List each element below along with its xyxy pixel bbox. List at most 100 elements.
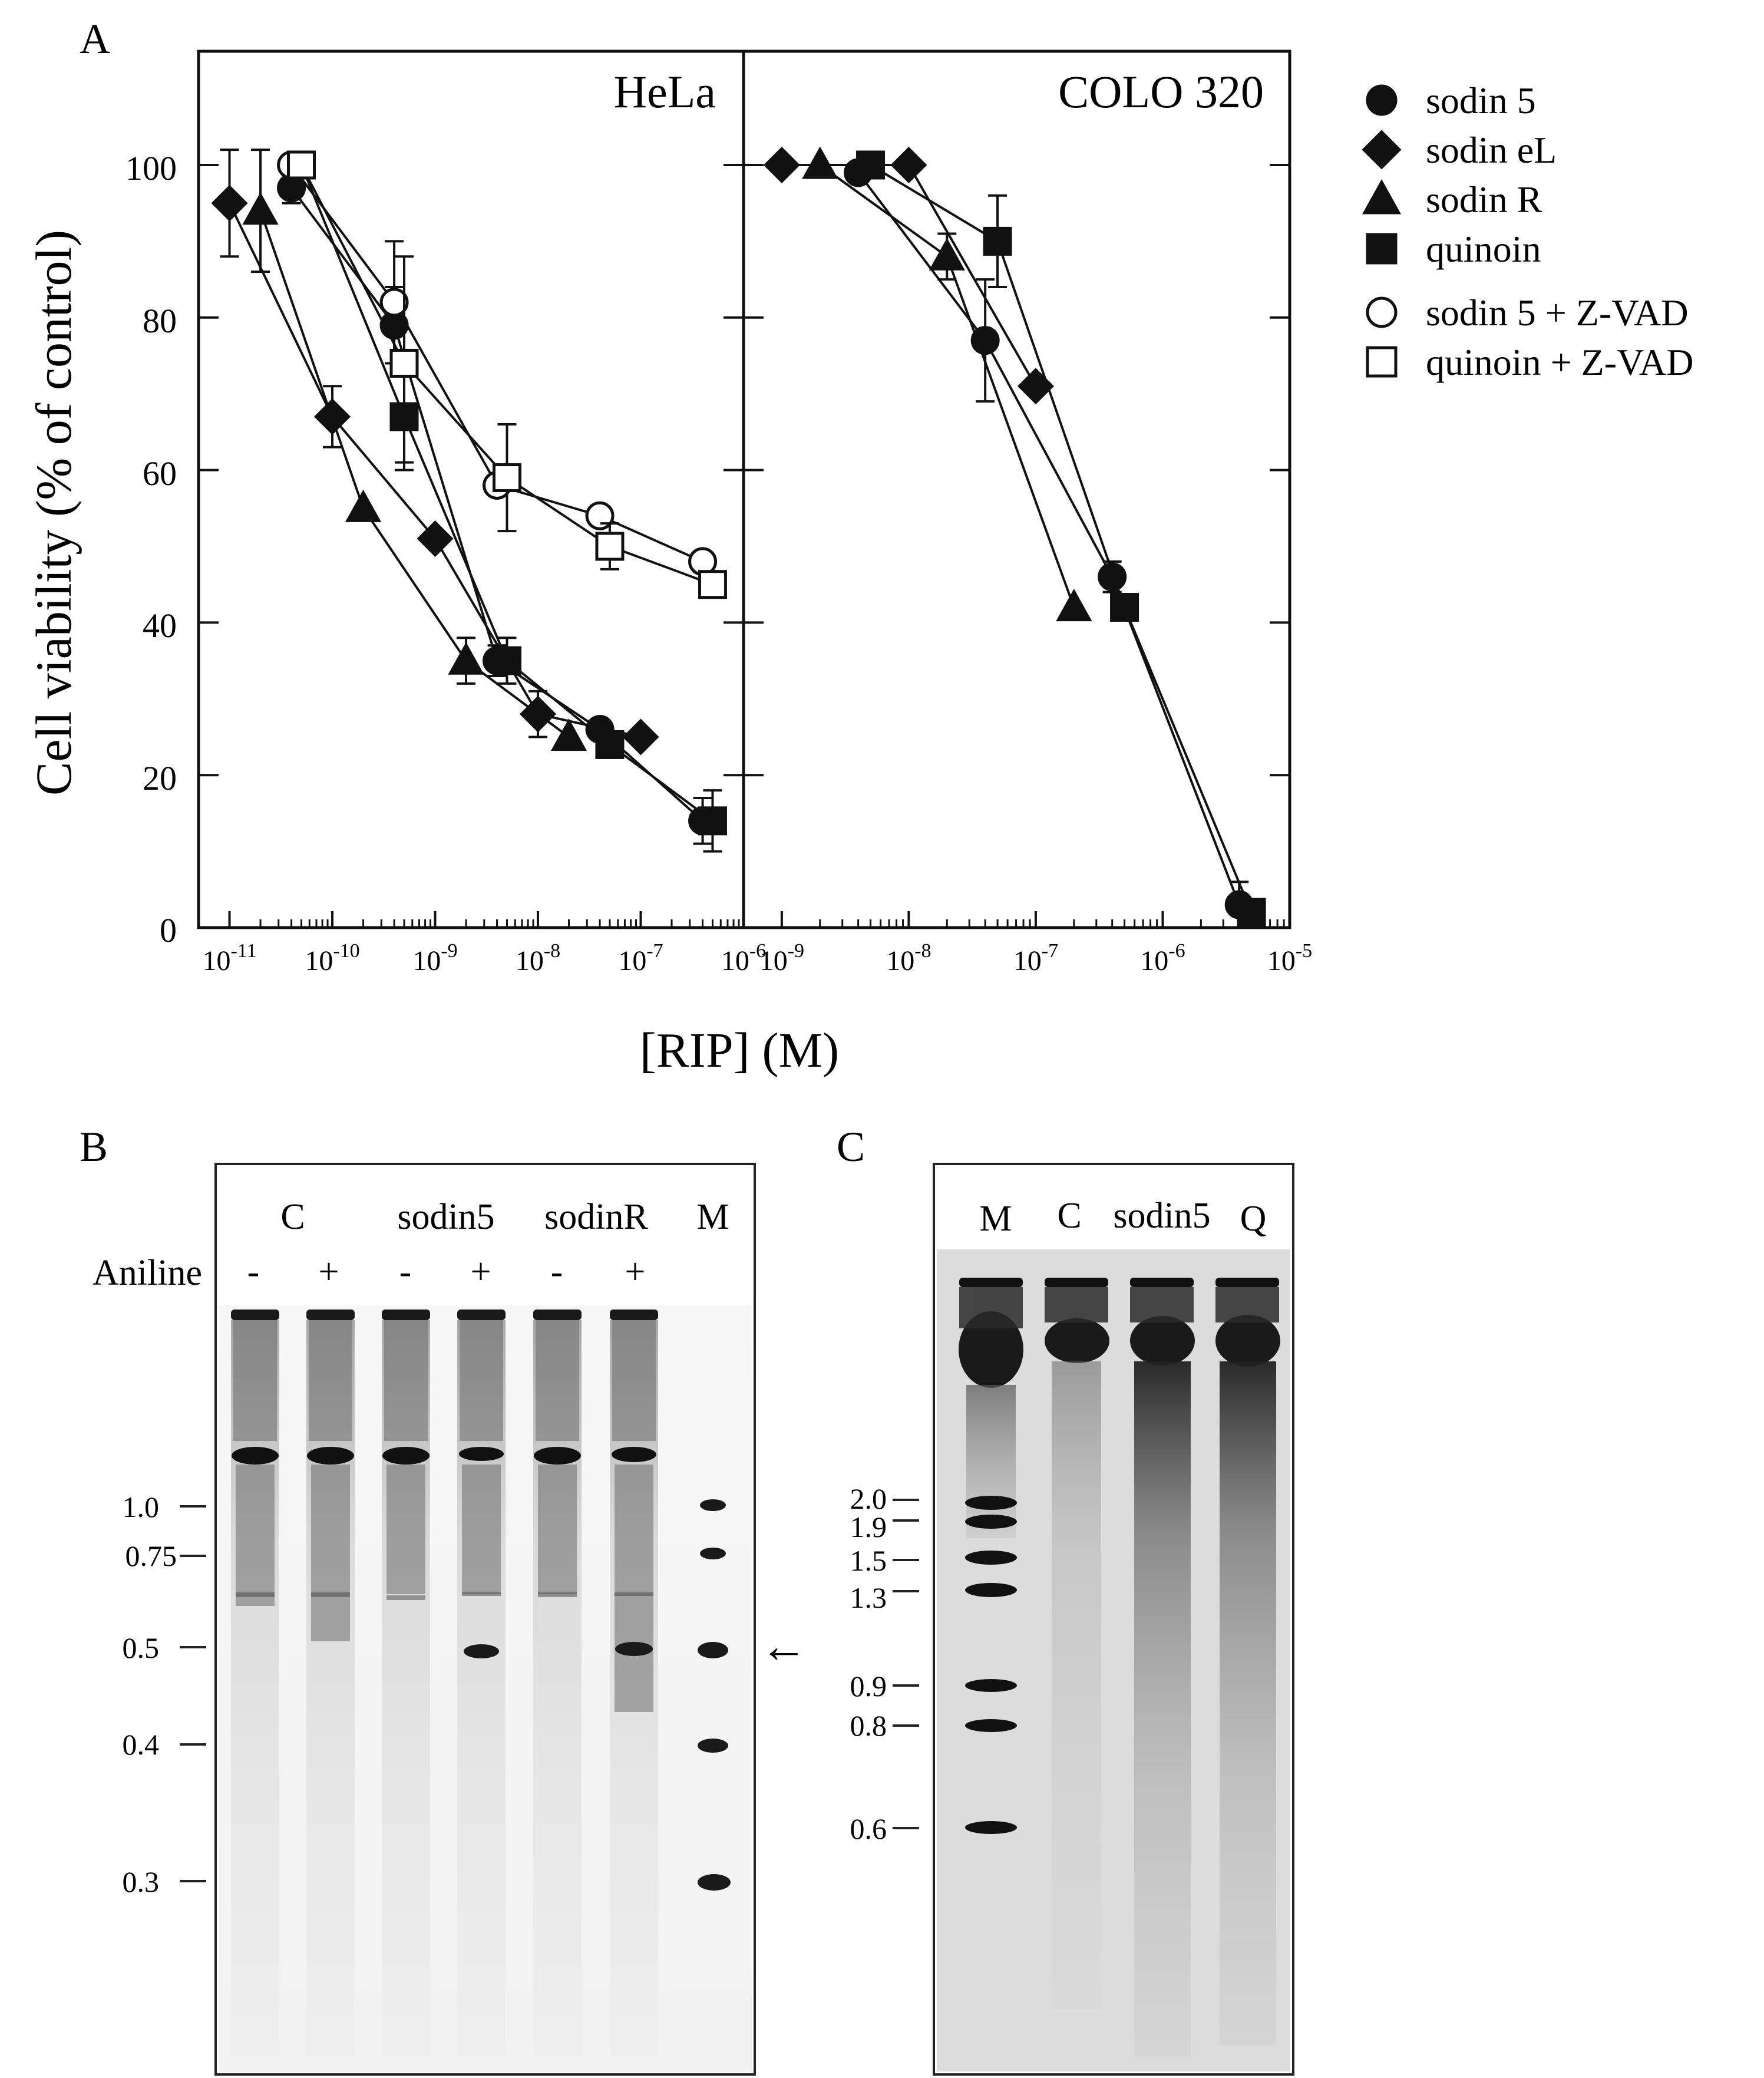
- size-marker-label: 2.0: [850, 1482, 887, 1515]
- aniline-mark: -: [551, 1252, 563, 1292]
- gel-b-lane-label: C: [280, 1197, 305, 1237]
- gel-b-frame: [214, 1163, 756, 2076]
- data-point-square: [698, 806, 727, 836]
- x-tick-label: 10-6: [1140, 940, 1185, 977]
- data-point-square: [492, 646, 521, 675]
- colo-plot-frame: [742, 50, 1291, 929]
- data-point-circle: [1098, 562, 1127, 592]
- size-marker-label: 1.5: [850, 1544, 887, 1577]
- y-tick-label: 0: [160, 911, 177, 949]
- gel-c-size-markers: 2.0 1.9 1.5 1.3 0.9 0.8 0.6: [850, 1482, 919, 1845]
- gel-c-lane-label: sodin5: [1113, 1196, 1210, 1236]
- size-marker-label: 0.8: [850, 1709, 887, 1742]
- data-point-triangle: [242, 192, 279, 225]
- data-point-triangle: [802, 146, 838, 179]
- aniline-mark: +: [625, 1252, 646, 1292]
- data-point-square: [389, 348, 419, 378]
- legend-label: quinoin + Z-VAD: [1426, 341, 1693, 383]
- panel-c: C M C sodin5 Q: [837, 1123, 1294, 2076]
- hela-plot-area: 10-11 10-10 10-9 10-8 10-7 10-6: [199, 149, 766, 977]
- x-tick-label: 10-6: [721, 940, 766, 977]
- gel-b-lane-label: sodinR: [544, 1197, 648, 1237]
- size-marker-label: 0.4: [123, 1728, 160, 1761]
- panel-a: A Cell viability (% of control) [RIP] (M…: [25, 15, 1693, 1078]
- legend-label: sodin eL: [1426, 129, 1557, 171]
- panel-b-letter: B: [80, 1123, 108, 1170]
- panel-a-letter: A: [80, 15, 110, 62]
- gel-b-lane-label: M: [696, 1197, 729, 1237]
- fragment-arrow-icon: ←: [760, 1621, 807, 1673]
- gel-b-image: [219, 1305, 752, 2072]
- x-tick-label: 10-9: [412, 940, 457, 977]
- gel-c-lane-label: Q: [1240, 1199, 1267, 1239]
- legend-square-icon: [1366, 233, 1398, 265]
- y-tick-label: 60: [143, 454, 177, 493]
- series-line: [870, 164, 1253, 913]
- legend-diamond-icon: [1362, 130, 1402, 170]
- x-tick-label: 10-11: [202, 940, 256, 977]
- data-point-diamond: [763, 146, 800, 184]
- gel-b-size-markers: 1.0 0.75 0.5 0.4 0.3: [123, 1490, 206, 1898]
- x-tick-label: 10-7: [1013, 940, 1058, 977]
- data-point-triangle: [448, 642, 484, 675]
- y-tick-label: 20: [143, 759, 177, 797]
- data-point-circle: [379, 288, 409, 317]
- y-tick-label: 100: [125, 149, 177, 187]
- data-point-square: [286, 150, 316, 180]
- legend: sodin 5 sodin eL sodin R quinoin sodin 5 + Z…: [1362, 80, 1693, 383]
- data-point-square: [698, 570, 727, 599]
- aniline-mark: +: [319, 1252, 339, 1292]
- data-point-triangle: [929, 238, 965, 271]
- aniline-mark: -: [399, 1252, 412, 1292]
- size-marker-label: 0.6: [850, 1812, 887, 1845]
- x-tick-label: 10-5: [1267, 940, 1312, 977]
- data-point-square: [595, 532, 625, 561]
- series-line: [228, 202, 641, 738]
- data-point-square: [983, 226, 1012, 256]
- data-point-triangle: [1056, 588, 1092, 622]
- size-marker-label: 1.9: [850, 1510, 887, 1543]
- series-line: [857, 171, 1241, 905]
- series-line: [259, 210, 570, 738]
- series-line: [290, 164, 703, 563]
- size-marker-label: 0.75: [125, 1539, 177, 1572]
- data-point-square: [1237, 898, 1266, 927]
- legend-square-icon: [1366, 346, 1398, 378]
- data-point-square: [856, 150, 886, 180]
- gel-c-image: [937, 1249, 1290, 2072]
- gel-c-frame: [933, 1163, 1294, 2076]
- x-tick-label: 10-9: [759, 940, 804, 977]
- gel-c-lane-label: M: [979, 1199, 1012, 1239]
- data-point-circle: [970, 326, 1000, 355]
- x-tick-label: 10-10: [305, 940, 359, 977]
- data-point-diamond: [417, 520, 454, 558]
- aniline-mark: -: [247, 1252, 260, 1292]
- x-tick-label: 10-8: [516, 940, 560, 977]
- legend-circle-icon: [1366, 84, 1398, 116]
- size-marker-label: 0.3: [123, 1865, 160, 1898]
- panel-c-letter: C: [837, 1123, 865, 1170]
- size-marker-label: 0.9: [850, 1670, 887, 1703]
- hela-panel-title: HeLa: [614, 66, 716, 117]
- data-point-diamond: [890, 146, 927, 184]
- data-point-square: [492, 463, 521, 493]
- y-tick-label: 80: [143, 302, 177, 340]
- data-point-diamond: [622, 718, 659, 756]
- panel-b: B C sodin5 sodinR M Aniline - + - + - +: [80, 1123, 807, 2076]
- legend-triangle-icon: [1362, 179, 1402, 215]
- size-marker-label: 1.3: [850, 1581, 887, 1614]
- aniline-mark: +: [471, 1252, 491, 1292]
- colo-panel-title: COLO 320: [1058, 66, 1264, 117]
- gel-c-lane-label: C: [1057, 1196, 1081, 1236]
- y-axis-label: Cell viability (% of control): [25, 230, 82, 796]
- x-tick-label: 10-7: [618, 940, 663, 977]
- data-point-square: [595, 730, 625, 759]
- data-point-triangle: [345, 489, 382, 522]
- legend-label: sodin R: [1426, 179, 1542, 220]
- legend-circle-icon: [1366, 296, 1398, 328]
- x-axis-label: [RIP] (M): [640, 1023, 839, 1078]
- data-point-diamond: [211, 184, 248, 222]
- y-tick-label: 40: [143, 606, 177, 645]
- x-tick-label: 10-8: [886, 940, 931, 977]
- legend-label: sodin 5: [1426, 80, 1536, 121]
